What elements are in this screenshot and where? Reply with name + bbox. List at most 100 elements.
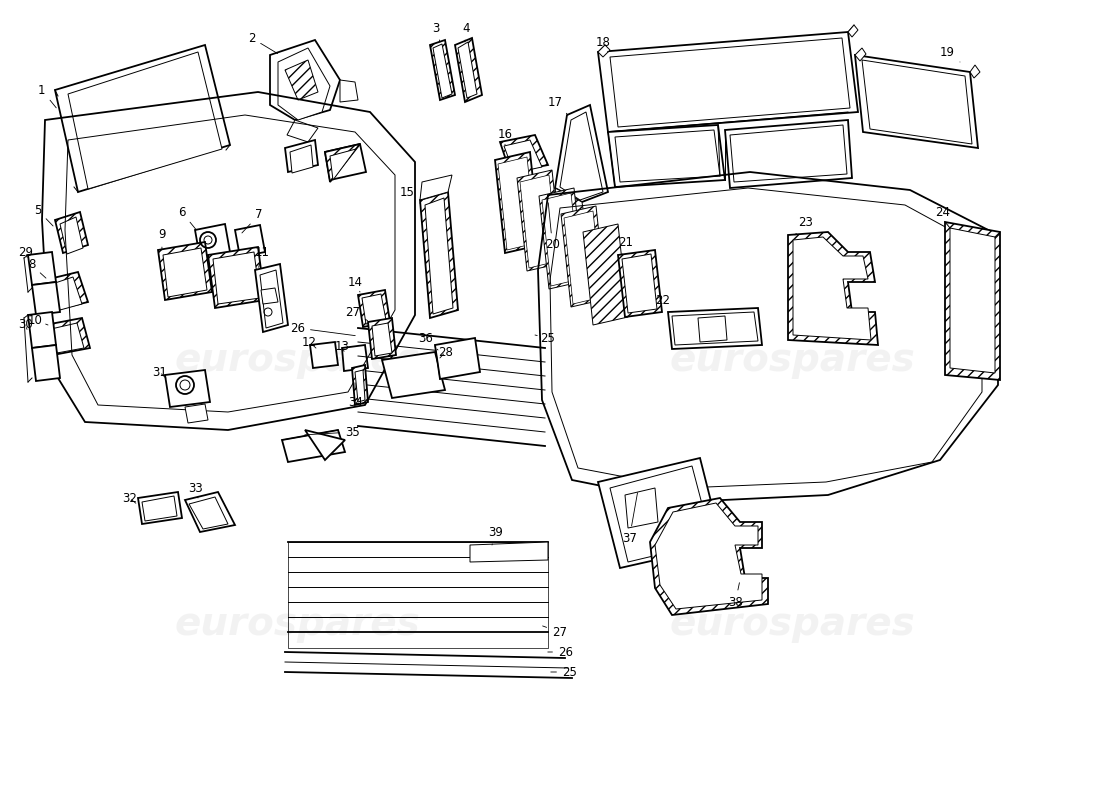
Polygon shape [158, 242, 212, 300]
Polygon shape [504, 140, 542, 173]
Polygon shape [362, 294, 386, 324]
Polygon shape [598, 45, 611, 57]
Polygon shape [615, 130, 720, 182]
Text: 27: 27 [345, 306, 367, 321]
Polygon shape [358, 290, 390, 327]
Text: 1: 1 [39, 83, 56, 108]
Text: 10: 10 [28, 314, 48, 326]
Text: 9: 9 [158, 229, 165, 250]
Polygon shape [355, 370, 365, 402]
Polygon shape [55, 45, 230, 192]
Polygon shape [340, 80, 358, 102]
Text: 39: 39 [488, 526, 503, 545]
Polygon shape [610, 38, 850, 127]
Polygon shape [270, 40, 340, 120]
Text: 33: 33 [188, 482, 202, 498]
Text: 6: 6 [178, 206, 196, 230]
Text: 24: 24 [935, 206, 950, 224]
Polygon shape [608, 125, 725, 187]
Polygon shape [970, 65, 980, 78]
Text: eurospares: eurospares [174, 341, 420, 379]
Polygon shape [950, 228, 996, 373]
Polygon shape [425, 198, 453, 314]
Text: 30: 30 [18, 318, 33, 331]
Text: 8: 8 [28, 258, 46, 278]
Polygon shape [520, 175, 558, 268]
Polygon shape [28, 252, 56, 285]
Polygon shape [282, 430, 345, 462]
Polygon shape [255, 264, 288, 332]
Text: 23: 23 [795, 215, 813, 235]
Text: 28: 28 [438, 346, 453, 358]
Polygon shape [430, 40, 455, 100]
Polygon shape [470, 542, 548, 562]
Polygon shape [458, 42, 477, 98]
Polygon shape [793, 237, 871, 340]
Polygon shape [32, 345, 60, 381]
Text: 22: 22 [654, 294, 672, 312]
Polygon shape [352, 365, 368, 405]
Polygon shape [45, 272, 88, 310]
Text: 20: 20 [544, 202, 560, 251]
Text: 34: 34 [348, 382, 363, 409]
Text: 2: 2 [248, 31, 277, 54]
Text: 11: 11 [255, 246, 270, 267]
Polygon shape [324, 144, 360, 182]
Polygon shape [342, 345, 369, 371]
Polygon shape [310, 342, 338, 368]
Polygon shape [189, 497, 228, 529]
Polygon shape [368, 318, 396, 359]
Polygon shape [539, 188, 584, 289]
Polygon shape [561, 206, 606, 307]
Polygon shape [855, 48, 866, 61]
Polygon shape [55, 212, 88, 253]
Polygon shape [618, 250, 662, 317]
Polygon shape [305, 430, 345, 460]
Polygon shape [668, 308, 762, 349]
Polygon shape [52, 277, 82, 310]
Text: 16: 16 [498, 129, 513, 145]
Polygon shape [556, 188, 585, 222]
Polygon shape [495, 152, 540, 253]
Polygon shape [542, 193, 580, 286]
Text: 32: 32 [122, 491, 136, 505]
Text: 26: 26 [290, 322, 355, 336]
Polygon shape [185, 404, 208, 423]
Polygon shape [560, 112, 603, 200]
Polygon shape [945, 222, 1000, 380]
Polygon shape [372, 323, 392, 356]
Text: 5: 5 [34, 203, 53, 226]
Polygon shape [625, 488, 658, 528]
Polygon shape [788, 232, 878, 345]
Polygon shape [433, 44, 452, 98]
Polygon shape [235, 225, 265, 257]
Text: 7: 7 [242, 209, 263, 233]
Polygon shape [165, 370, 210, 407]
Polygon shape [455, 38, 482, 102]
Text: 13: 13 [336, 341, 350, 354]
Polygon shape [434, 338, 480, 379]
Text: 15: 15 [400, 186, 420, 203]
Polygon shape [287, 120, 318, 142]
Text: 26: 26 [548, 646, 573, 658]
Polygon shape [420, 192, 458, 318]
Text: 17: 17 [548, 95, 568, 115]
Polygon shape [163, 248, 207, 297]
Polygon shape [862, 60, 972, 144]
Polygon shape [848, 25, 858, 37]
Text: 18: 18 [596, 35, 611, 52]
Polygon shape [60, 217, 82, 254]
Polygon shape [564, 211, 602, 304]
Polygon shape [185, 492, 235, 532]
Polygon shape [68, 52, 222, 189]
Text: 37: 37 [621, 493, 638, 545]
Polygon shape [725, 120, 852, 188]
Polygon shape [583, 224, 628, 325]
Polygon shape [500, 135, 548, 172]
Text: 21: 21 [618, 235, 632, 255]
Polygon shape [260, 270, 283, 328]
Polygon shape [598, 458, 722, 568]
Polygon shape [698, 316, 727, 342]
Polygon shape [855, 55, 978, 148]
Text: 4: 4 [462, 22, 470, 42]
